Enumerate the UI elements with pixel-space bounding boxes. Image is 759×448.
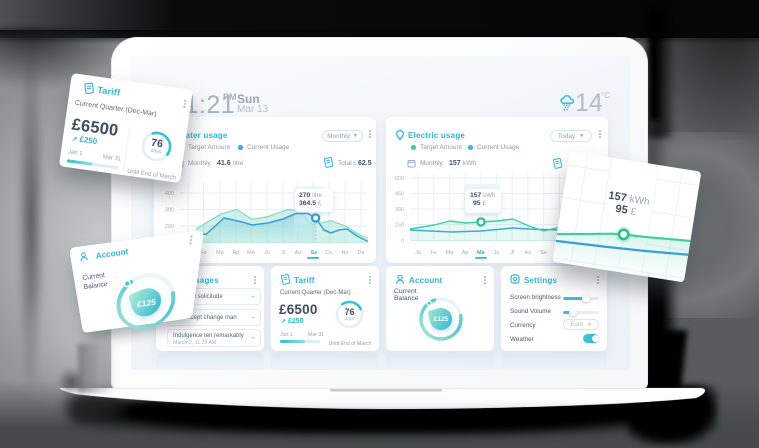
svg-text:Se: Se: [311, 250, 318, 256]
svg-text:Se: Se: [540, 250, 547, 256]
svg-text:200: 200: [165, 224, 174, 230]
svg-text:Jl: Jl: [281, 250, 285, 256]
svg-text:300: 300: [395, 207, 404, 213]
svg-text:Ap: Ap: [462, 250, 469, 256]
svg-text:Ju: Ju: [494, 250, 500, 256]
svg-text:Fe: Fe: [430, 250, 436, 256]
svg-text:600: 600: [395, 176, 404, 182]
svg-text:Ma: Ma: [247, 250, 256, 256]
svg-text:Ap: Ap: [233, 250, 240, 256]
svg-text:De: De: [357, 250, 364, 256]
svg-text:Ma: Ma: [477, 250, 486, 256]
svg-text:Ju: Ju: [264, 250, 270, 256]
svg-text:Ma: Ma: [216, 250, 225, 256]
svg-text:400: 400: [165, 191, 174, 197]
svg-text:0: 0: [401, 239, 404, 245]
svg-text:Au: Au: [525, 250, 532, 256]
svg-text:150: 150: [395, 223, 404, 229]
svg-text:Ja: Ja: [415, 250, 422, 256]
svg-text:Ma: Ma: [446, 250, 455, 256]
svg-text:Fe: Fe: [200, 250, 206, 256]
svg-text:450: 450: [395, 192, 404, 198]
svg-text:No: No: [341, 250, 348, 256]
svg-text:300: 300: [165, 208, 174, 214]
svg-text:Au: Au: [295, 250, 302, 256]
svg-text:Oc: Oc: [325, 250, 332, 256]
svg-text:Jl: Jl: [510, 250, 514, 256]
